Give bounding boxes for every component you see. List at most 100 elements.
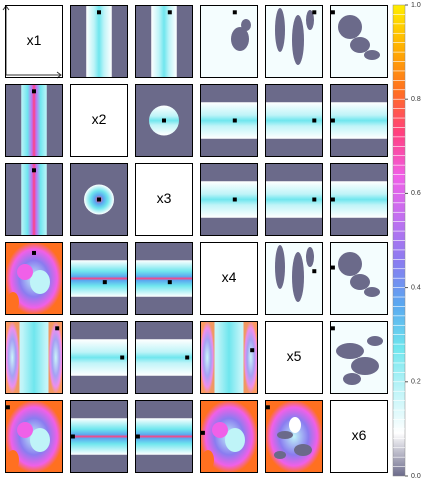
- panel: [5, 242, 63, 315]
- panel: x5: [265, 321, 323, 394]
- optimum-point: [55, 326, 60, 331]
- heat-region: [21, 84, 47, 157]
- panel-border: [265, 242, 323, 315]
- heat-region: [5, 5, 63, 78]
- heat-region: [48, 321, 63, 394]
- panel: x1: [2, 5, 63, 79]
- optimum-point: [135, 434, 140, 439]
- heat-region: [275, 8, 285, 52]
- panel: [330, 5, 388, 78]
- colorbar-tick-label: 0.2: [411, 379, 421, 386]
- panel-border: [200, 5, 258, 78]
- heat-region: [330, 102, 388, 139]
- panel: [70, 400, 128, 473]
- panel: [135, 5, 193, 78]
- panel: [5, 163, 63, 236]
- panel-border: [330, 321, 388, 394]
- optimum-point: [200, 430, 205, 435]
- optimum-point: [312, 118, 317, 123]
- heat-region: [135, 339, 193, 376]
- panel-border: [135, 5, 193, 78]
- variable-label: x2: [92, 111, 107, 127]
- optimum-point: [232, 197, 237, 202]
- heat-region: [200, 242, 258, 315]
- variable-label: x1: [27, 32, 42, 48]
- panel-border: [135, 400, 193, 473]
- panel-border: [135, 163, 193, 236]
- panel: [70, 242, 128, 315]
- heat-region: [306, 247, 314, 267]
- heat-region: [30, 428, 50, 452]
- optimum-point: [162, 118, 166, 123]
- panel: [200, 84, 258, 157]
- optimum-point: [330, 265, 335, 270]
- panel-border: [200, 400, 258, 473]
- panel: x2: [70, 84, 128, 157]
- panel: [330, 321, 388, 394]
- panel: [330, 242, 388, 315]
- heat-region: [294, 444, 312, 456]
- panel-border: [265, 321, 323, 394]
- heat-region: [292, 252, 304, 302]
- optimum-point: [167, 280, 172, 285]
- heat-region: [212, 422, 228, 438]
- panel: [135, 242, 193, 315]
- panel: [5, 84, 63, 157]
- heat-region: [330, 181, 388, 218]
- heat-region: [350, 37, 370, 53]
- panel-border: [5, 84, 63, 157]
- panel: [200, 321, 258, 394]
- heat-region: [274, 451, 286, 459]
- panel-border: [200, 163, 258, 236]
- optimum-point: [232, 10, 237, 15]
- panel-border: [135, 242, 193, 315]
- heat-region: [289, 417, 301, 433]
- colorbar-tick-label: 1.0: [411, 2, 421, 9]
- heat-region: [367, 336, 383, 346]
- panel-border: [70, 321, 128, 394]
- heat-region: [338, 15, 362, 39]
- optimum-point: [70, 434, 75, 439]
- panel-border: [200, 321, 258, 394]
- panel-border: [70, 5, 128, 78]
- panel: [70, 163, 128, 236]
- heat-region: [350, 274, 370, 290]
- panel: [265, 400, 323, 473]
- optimum-point: [32, 89, 36, 94]
- heat-region: [5, 321, 20, 394]
- panel-border: [330, 163, 388, 236]
- panel-border: [5, 163, 63, 236]
- panel-border: [5, 321, 63, 394]
- colorbar-tick-label: 0.0: [411, 473, 421, 480]
- optimum-point: [97, 197, 101, 202]
- panel: [330, 163, 388, 236]
- heat-region: [70, 84, 128, 157]
- panel: [265, 84, 323, 157]
- heat-region: [351, 357, 379, 375]
- heat-region: [17, 264, 33, 280]
- panel: [200, 400, 258, 473]
- heat-region: [241, 19, 251, 31]
- panel: x3: [135, 163, 193, 236]
- heat-region: [151, 5, 177, 78]
- heat-region: [330, 321, 388, 394]
- optimum-point: [330, 118, 335, 123]
- heat-region: [306, 10, 314, 30]
- heat-region: [70, 260, 128, 297]
- panel-border: [135, 84, 193, 157]
- panel-border: [70, 242, 128, 315]
- heat-region: [7, 450, 19, 470]
- heat-region: [21, 163, 47, 236]
- heat-region: [336, 343, 364, 359]
- heat-region: [265, 321, 323, 394]
- optimum-point: [32, 168, 36, 173]
- heat-region: [135, 418, 193, 455]
- panel: [5, 400, 63, 473]
- heat-region: [277, 431, 293, 439]
- panel: [135, 400, 193, 473]
- heat-region: [292, 15, 304, 65]
- panel-border: [70, 163, 128, 236]
- panel: [200, 163, 258, 236]
- optimum-point: [5, 405, 10, 410]
- optimum-point: [102, 280, 107, 285]
